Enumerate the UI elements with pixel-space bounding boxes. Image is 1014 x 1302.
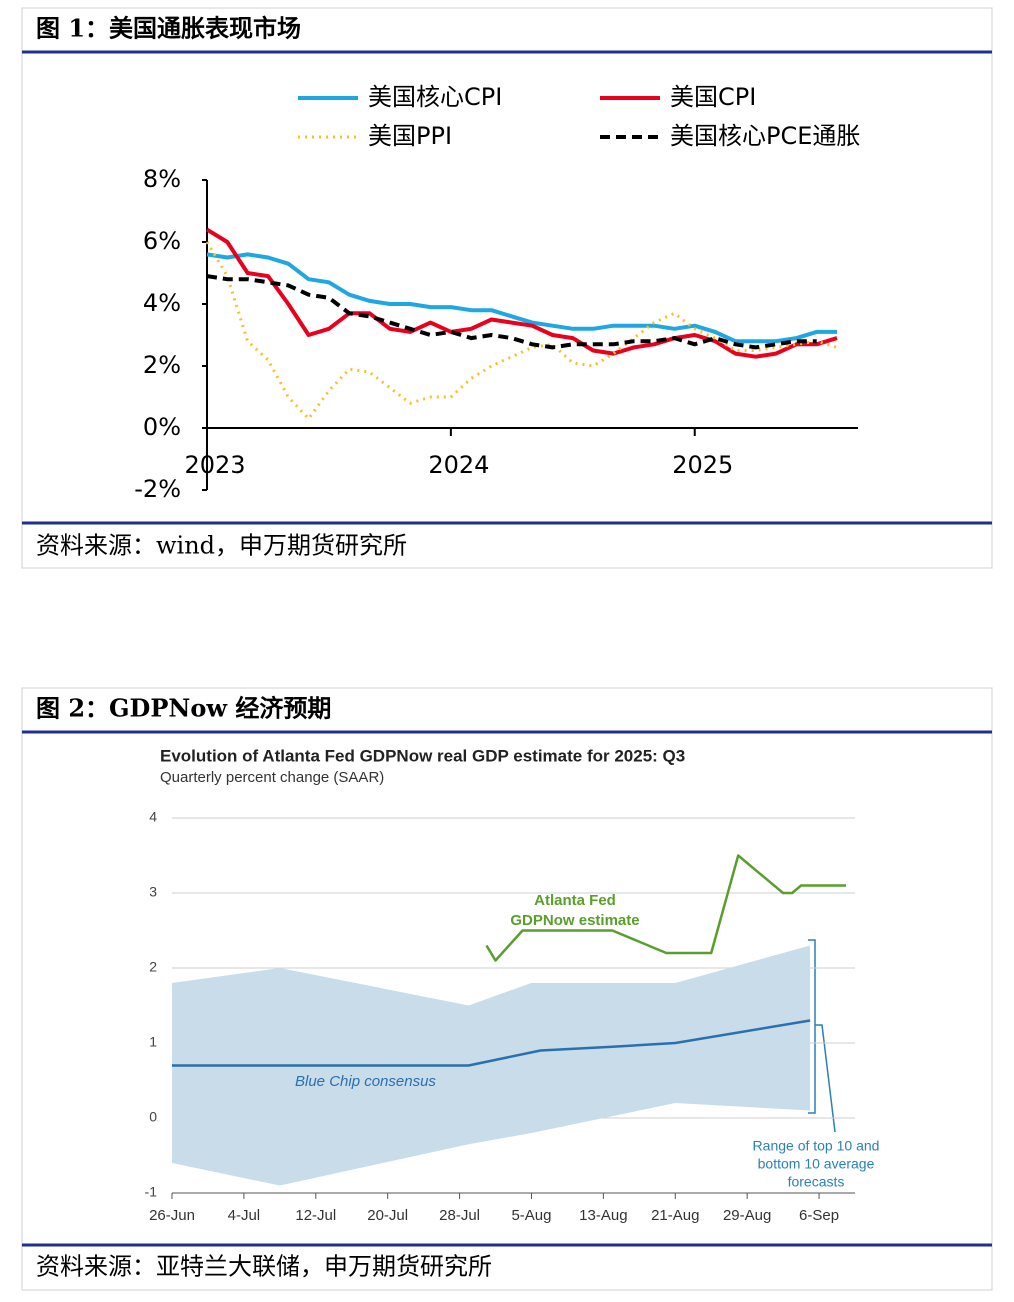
y-tick-label: 0% bbox=[143, 413, 181, 441]
y-tick-label: 4 bbox=[149, 809, 157, 825]
chart-title: Evolution of Atlanta Fed GDPNow real GDP… bbox=[160, 746, 685, 765]
series-line bbox=[172, 1019, 811, 1067]
y-tick-label: 1 bbox=[149, 1034, 157, 1050]
legend-label: 美国CPI bbox=[670, 83, 756, 111]
figure-frame bbox=[21, 687, 993, 1291]
y-tick-label: 2% bbox=[143, 351, 181, 379]
x-tick-label: 2024 bbox=[428, 451, 489, 479]
series-line bbox=[205, 241, 838, 421]
y-tick-label: -2% bbox=[134, 475, 181, 503]
x-tick-label: 28-Jul bbox=[439, 1207, 480, 1224]
series-line bbox=[206, 252, 837, 344]
series-label: bottom 10 average bbox=[758, 1156, 875, 1172]
figure-source: 资料来源：wind，申万期货研究所 bbox=[36, 532, 407, 560]
y-tick-label: 3 bbox=[149, 884, 157, 900]
x-tick-label: 21-Aug bbox=[651, 1207, 699, 1224]
x-tick-label: 12-Jul bbox=[295, 1207, 336, 1224]
legend-label: 美国核心CPI bbox=[368, 83, 502, 111]
x-tick-label: 20-Jul bbox=[367, 1207, 408, 1224]
series-label: Atlanta Fed bbox=[534, 892, 616, 909]
series-label: GDPNow estimate bbox=[510, 912, 639, 929]
series-line bbox=[485, 854, 846, 962]
x-tick-label: 4-Jul bbox=[228, 1207, 261, 1224]
y-tick-label: 6% bbox=[143, 227, 181, 255]
series-label: Blue Chip consensus bbox=[295, 1073, 436, 1090]
x-tick-label: 13-Aug bbox=[579, 1207, 627, 1224]
legend-label: 美国核心PCE通胀 bbox=[670, 122, 860, 150]
y-tick-label: 8% bbox=[143, 165, 181, 193]
series-label: Range of top 10 and bbox=[753, 1138, 880, 1154]
y-tick-label: 2 bbox=[149, 959, 157, 975]
x-tick-label: 5-Aug bbox=[511, 1207, 551, 1224]
x-tick-label: 2023 bbox=[184, 451, 245, 479]
figure-caption: 图 2：GDPNow 经济预期 bbox=[36, 694, 331, 723]
series-label: forecasts bbox=[788, 1174, 845, 1190]
series-line bbox=[206, 274, 817, 350]
y-tick-label: 0 bbox=[149, 1109, 157, 1125]
figure-frame bbox=[21, 7, 993, 569]
series-line bbox=[205, 227, 838, 359]
figure-source: 资料来源：亚特兰大联储，申万期货研究所 bbox=[36, 1253, 492, 1281]
x-tick-label: 2025 bbox=[672, 451, 733, 479]
bracket bbox=[808, 939, 836, 1133]
legend-label: 美国PPI bbox=[368, 122, 452, 150]
range-band bbox=[172, 945, 811, 1186]
x-tick-label: 6-Sep bbox=[799, 1207, 839, 1224]
x-tick-label: 26-Jun bbox=[149, 1207, 195, 1224]
figure-caption: 图 1：美国通胀表现市场 bbox=[36, 14, 301, 43]
y-tick-label: -1 bbox=[145, 1184, 158, 1200]
x-tick-label: 29-Aug bbox=[723, 1207, 771, 1224]
chart-subtitle: Quarterly percent change (SAAR) bbox=[160, 769, 384, 786]
y-tick-label: 4% bbox=[143, 289, 181, 317]
